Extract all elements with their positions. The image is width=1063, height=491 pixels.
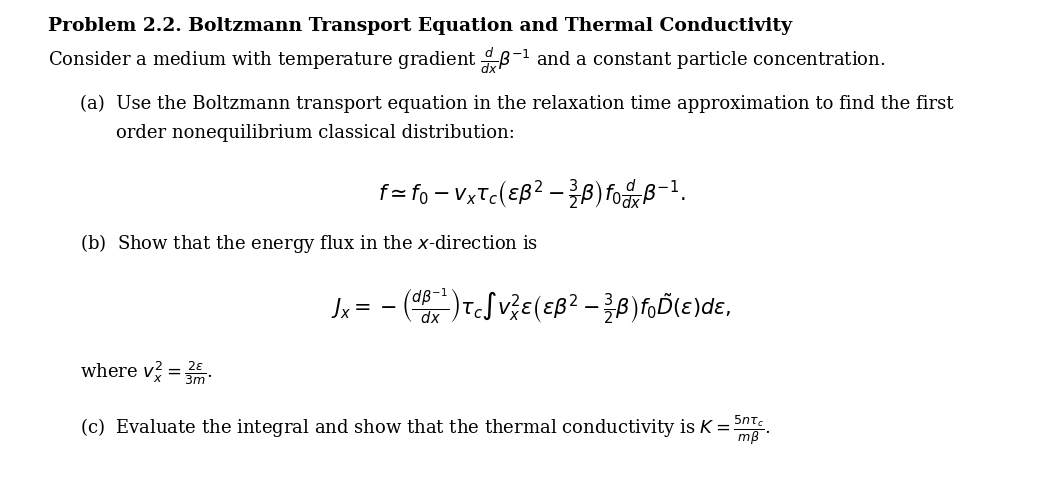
Text: (b)  Show that the energy flux in the $x$-direction is: (b) Show that the energy flux in the $x$… <box>80 232 538 255</box>
Text: where $v_x^2 = \frac{2\varepsilon}{3m}$.: where $v_x^2 = \frac{2\varepsilon}{3m}$. <box>80 359 213 387</box>
Text: (a)  Use the Boltzmann transport equation in the relaxation time approximation t: (a) Use the Boltzmann transport equation… <box>80 94 954 112</box>
Text: $f \simeq f_0 - v_x\tau_c\left(\varepsilon\beta^2 - \frac{3}{2}\beta\right) f_0\: $f \simeq f_0 - v_x\tau_c\left(\varepsil… <box>377 178 686 212</box>
Text: order nonequilibrium classical distribution:: order nonequilibrium classical distribut… <box>116 124 514 142</box>
Text: $J_x = -\left(\frac{d\beta^{-1}}{dx}\right) \tau_c \int v_x^2\varepsilon\left(\v: $J_x = -\left(\frac{d\beta^{-1}}{dx}\rig… <box>332 286 731 325</box>
Text: Problem 2.2. Boltzmann Transport Equation and Thermal Conductivity: Problem 2.2. Boltzmann Transport Equatio… <box>48 17 792 35</box>
Text: (c)  Evaluate the integral and show that the thermal conductivity is $K = \frac{: (c) Evaluate the integral and show that … <box>80 413 771 447</box>
Text: Consider a medium with temperature gradient $\frac{d}{dx}\beta^{-1}$ and a const: Consider a medium with temperature gradi… <box>48 47 885 76</box>
